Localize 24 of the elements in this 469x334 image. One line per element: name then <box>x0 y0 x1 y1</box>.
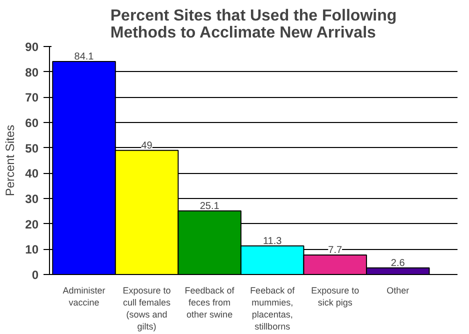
x-tick-label: Administer vaccine <box>62 286 106 308</box>
x-tick-label: Feeback of mummies, placentas, stillborns <box>250 286 296 332</box>
y-tick-label: 20 <box>25 217 39 232</box>
y-tick-label: 50 <box>25 141 39 156</box>
data-label: 11.3 <box>262 236 282 247</box>
y-tick-label: 80 <box>25 65 39 80</box>
x-tick-label: Feedback of feces from other swine <box>184 286 235 320</box>
x-tick-label: Exposure to sick pigs <box>311 286 360 308</box>
y-tick-label: 90 <box>25 40 39 54</box>
y-axis-title: Percent Sites <box>3 124 18 196</box>
x-tick-label: Exposure to cull females (sows and gilts) <box>122 286 172 332</box>
x-tick-label: Other <box>386 286 410 296</box>
y-tick-label: 10 <box>25 242 39 257</box>
data-label: 7.7 <box>328 244 342 256</box>
y-tick-label: 0 <box>32 268 39 282</box>
y-tick-label: 40 <box>25 166 39 181</box>
data-label: 84.1 <box>74 51 94 62</box>
chart-title: Percent Sites that Used the Following Methods to Acclimate New Arrivals <box>110 8 397 42</box>
y-tick-label: 30 <box>25 192 39 206</box>
y-tick-label: 70 <box>25 90 39 105</box>
data-label: 2.6 <box>390 258 406 269</box>
data-label: 25.1 <box>200 200 220 212</box>
y-tick-label: 60 <box>25 116 39 130</box>
data-label: 49 <box>141 140 153 152</box>
